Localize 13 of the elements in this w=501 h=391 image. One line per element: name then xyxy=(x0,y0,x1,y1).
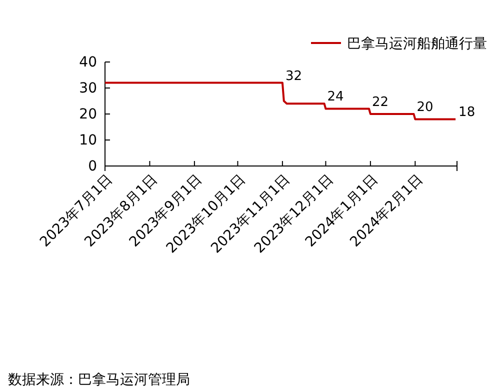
y-tick-label: 0 xyxy=(88,158,97,174)
data-label: 32 xyxy=(285,68,302,84)
y-tick-label: 30 xyxy=(79,80,97,96)
data-label: 20 xyxy=(416,100,434,115)
data-label: 24 xyxy=(327,90,344,105)
data-label: 18 xyxy=(458,105,476,120)
data-label: 22 xyxy=(372,94,389,110)
source-note: 数据来源：巴拿马运河管理局 xyxy=(8,372,190,388)
legend-label: 巴拿马运河船舶通行量 xyxy=(347,36,487,52)
y-tick-label: 20 xyxy=(79,106,97,122)
y-tick-label: 10 xyxy=(79,132,97,148)
y-tick-label: 40 xyxy=(79,54,97,70)
line-series xyxy=(104,82,457,120)
